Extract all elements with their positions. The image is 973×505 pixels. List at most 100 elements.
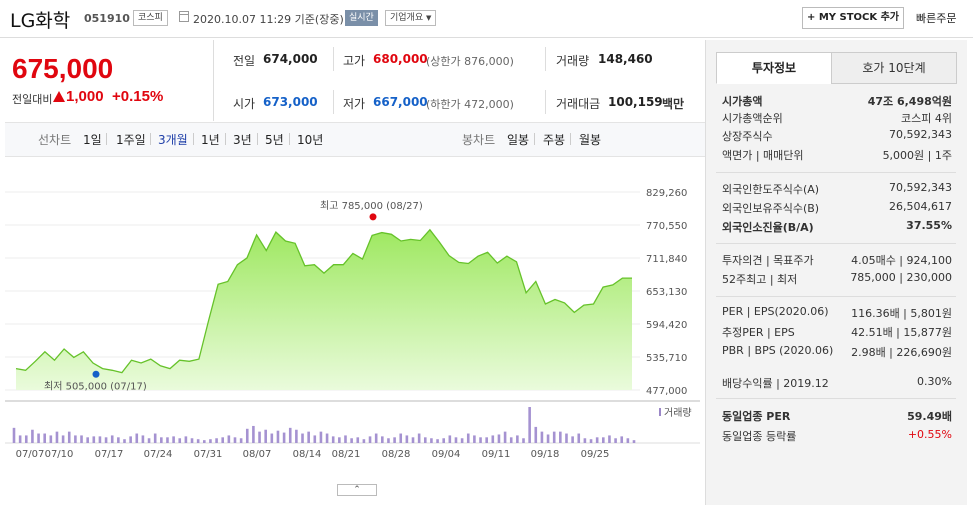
volume-bar	[571, 436, 574, 443]
low-value: 667,000	[373, 95, 428, 109]
volume-bar	[399, 433, 403, 443]
corp-overview-label: 기업개요	[390, 13, 424, 23]
tab-3y[interactable]: 3년	[233, 133, 252, 147]
info-row: 외국인보유주식수(B) 26,504,617	[722, 200, 952, 218]
low-annotation: 최저 505,000 (07/17)	[44, 380, 147, 392]
volume-bar	[123, 439, 126, 443]
volume-bar	[319, 431, 323, 443]
volume-bar	[110, 435, 114, 443]
y-tick-label: 594,420	[646, 320, 687, 331]
volume-bar	[282, 432, 286, 443]
divider	[333, 47, 334, 71]
volume-bar	[202, 440, 206, 443]
price-chart[interactable]: 829,260 770,550 711,840 653,130 594,420 535,7…	[0, 160, 700, 490]
divider	[289, 133, 290, 145]
volume-bar	[190, 438, 194, 443]
my-stock-add-button[interactable]: + MY STOCK 추가	[802, 7, 904, 29]
volume-bar	[221, 437, 225, 443]
volume-bar	[258, 431, 261, 443]
x-tick-label: 07/31	[194, 449, 223, 460]
volume-bar	[528, 407, 531, 443]
chevron-down-icon: ▼	[426, 14, 432, 22]
volume-bar	[233, 437, 237, 443]
volume-bar	[393, 437, 396, 443]
volume-bar	[141, 435, 145, 443]
low-marker	[92, 370, 100, 378]
current-price: 675,000	[12, 53, 114, 84]
divider	[106, 133, 107, 145]
tab-1d[interactable]: 1일	[83, 133, 102, 147]
volume-bar	[497, 434, 501, 443]
divider	[225, 133, 226, 145]
volume-bar	[602, 437, 605, 443]
volume-bar	[153, 433, 157, 443]
info-row: PER | EPS(2020.06) 116.36배 | 5,801원	[722, 305, 952, 323]
info-value: 26,504,617	[889, 200, 952, 213]
amount-label: 거래대금	[556, 97, 601, 111]
open-value: 673,000	[263, 95, 318, 109]
info-key: PBR | BPS (2020.06)	[722, 344, 834, 357]
tab-1w[interactable]: 1주일	[116, 133, 146, 147]
prev-label: 전일	[233, 54, 256, 68]
volume-bar	[92, 436, 96, 443]
info-key: PER | EPS(2020.06)	[722, 305, 829, 318]
corp-overview-dropdown[interactable]: 기업개요 ▼	[385, 10, 437, 26]
volume-bar	[479, 437, 482, 443]
divider	[150, 133, 151, 145]
volume-bar	[67, 431, 71, 443]
y-tick-label: 535,710	[646, 353, 687, 364]
volume-bar	[196, 439, 200, 443]
volume-bar	[362, 439, 366, 443]
volume-bar	[356, 437, 360, 443]
prev-value: 674,000	[263, 52, 318, 66]
info-row: PBR | BPS (2020.06) 2.98배 | 226,690원	[722, 344, 952, 362]
volume-bar	[49, 435, 53, 443]
volume-bar	[460, 438, 464, 443]
volume-bar	[147, 438, 151, 443]
volume-bar	[626, 438, 630, 443]
volume-bar	[614, 438, 617, 443]
volume-legend-swatch	[659, 408, 661, 416]
divider	[193, 133, 194, 145]
info-value: 37.55%	[906, 219, 952, 232]
info-key: 외국인한도주식수(A)	[722, 183, 820, 196]
volume-bar	[608, 435, 611, 443]
tab-orderbook[interactable]: 호가 10단계	[831, 52, 957, 84]
volume-bar	[104, 437, 108, 443]
volume-bar	[387, 438, 390, 443]
y-tick-label: 711,840	[646, 254, 687, 265]
volume-label: 거래량	[556, 54, 590, 68]
divider	[716, 296, 956, 297]
tab-3m[interactable]: 3개월	[158, 133, 188, 147]
tab-monthly[interactable]: 월봉	[579, 133, 602, 147]
volume-bar	[595, 437, 599, 443]
change-value: 1,000	[66, 88, 104, 105]
volume-bar	[55, 431, 59, 443]
info-value: +0.55%	[907, 428, 952, 441]
line-chart-label: 선차트	[38, 133, 72, 147]
quick-order-link[interactable]: 빠른주문	[916, 12, 957, 25]
tab-5y[interactable]: 5년	[265, 133, 284, 147]
tab-weekly[interactable]: 주봉	[543, 133, 566, 147]
tab-1y[interactable]: 1년	[201, 133, 220, 147]
tab-10y[interactable]: 10년	[297, 133, 324, 147]
realtime-badge[interactable]: 실시간	[345, 10, 378, 26]
volume-bar	[589, 439, 593, 443]
tab-invest-info[interactable]: 투자정보	[716, 52, 832, 84]
volume-bar	[338, 437, 341, 443]
x-tick-label: 09/25	[581, 449, 610, 460]
collapse-chart-button[interactable]: ⌃	[337, 484, 377, 496]
divider	[570, 133, 571, 145]
volume-bar	[522, 438, 525, 443]
divider	[716, 243, 956, 244]
info-key: 52주최고 | 최저	[722, 273, 798, 286]
volume-bar	[583, 438, 587, 443]
info-row: 외국인한도주식수(A) 70,592,343	[722, 181, 952, 199]
stock-name: LG화학	[10, 10, 71, 32]
volume-bar	[454, 437, 458, 443]
divider	[333, 90, 334, 114]
upper-limit: (상한가 876,000)	[426, 55, 514, 68]
info-row: 외국인소진율(B/A) 37.55%	[722, 219, 952, 237]
tab-daily[interactable]: 일봉	[507, 133, 530, 147]
divider	[534, 133, 535, 145]
